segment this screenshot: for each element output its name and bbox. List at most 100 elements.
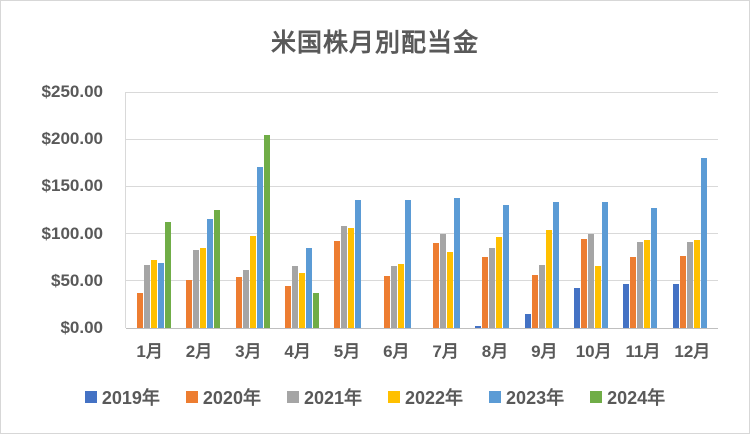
bar-group-month-10: [570, 92, 619, 328]
bar-2019年-8月: [475, 326, 482, 328]
gridline-50: [126, 280, 718, 282]
bar-2021年-4月: [292, 265, 299, 328]
y-tick-label-100: $100.00: [41, 223, 103, 243]
gridline-250: [126, 91, 718, 93]
bar-2023年-12月: [700, 158, 707, 328]
bar-group-month-2: [175, 92, 224, 328]
bar-2022年-4月: [299, 273, 306, 328]
bar-group-month-1: [126, 92, 175, 328]
legend-swatch-icon: [185, 391, 198, 403]
bar-2023年-7月: [454, 197, 461, 328]
x-axis-label-4月: 4月: [284, 342, 311, 361]
bar-2020年-11月: [630, 257, 637, 328]
plot-area: [125, 91, 718, 329]
bar-2019年-12月: [672, 283, 679, 328]
bar-2023年-8月: [503, 205, 510, 328]
bar-2021年-5月: [341, 226, 348, 328]
x-axis-label-1月: 1月: [136, 342, 163, 361]
legend-item-2021年: 2021年: [286, 384, 362, 410]
bar-2022年-5月: [348, 227, 355, 328]
legend-swatch-icon: [388, 391, 400, 403]
legend-item-2019年: 2019年: [84, 384, 160, 410]
legend-swatch-icon: [286, 391, 299, 403]
bar-group-month-5: [323, 92, 372, 328]
legend-item-2020年: 2020年: [185, 384, 261, 410]
bar-2023年-4月: [306, 247, 313, 328]
bar-2020年-12月: [679, 256, 686, 328]
bar-2023年-10月: [602, 202, 609, 328]
x-axis-label-6月: 6月: [383, 342, 410, 361]
bar-group-month-4: [274, 92, 323, 328]
x-axis-label-5月: 5月: [333, 342, 361, 361]
bar-2020年-2月: [186, 279, 193, 328]
y-tick-label-250: $250.00: [41, 82, 103, 101]
legend-label: 2020年: [202, 388, 261, 408]
bar-2020年-7月: [433, 243, 440, 328]
bar-2022年-1月: [151, 260, 158, 328]
bar-2022年-12月: [693, 240, 700, 328]
bar-2020年-1月: [137, 293, 144, 328]
bar-2023年-2月: [207, 219, 214, 328]
bar-2021年-11月: [637, 242, 644, 328]
x-axis-label-8月: 8月: [481, 342, 509, 361]
legend-label: 2024年: [607, 388, 666, 408]
x-axis-label-2月: 2月: [185, 342, 213, 361]
bar-2021年-2月: [193, 249, 200, 328]
bar-2022年-11月: [644, 240, 651, 328]
gridline-100: [126, 233, 718, 235]
bar-2020年-8月: [482, 257, 489, 328]
bar-2020年-9月: [531, 275, 538, 328]
bar-2023年-3月: [256, 166, 263, 328]
x-axis-label-7月: 7月: [432, 342, 459, 361]
bar-group-month-7: [422, 92, 471, 328]
bar-2022年-9月: [545, 229, 552, 328]
x-axis-label-11月: 11月: [625, 342, 661, 361]
bar-2022年-6月: [397, 263, 404, 328]
bar-group-month-3: [225, 92, 274, 328]
bar-2023年-6月: [404, 199, 411, 328]
bar-group-month-9: [521, 92, 570, 328]
legend-swatch-icon: [84, 391, 97, 403]
bar-2021年-6月: [390, 265, 397, 328]
chart-title: 米国株月別配当金: [270, 29, 479, 57]
bar-2022年-7月: [447, 252, 454, 328]
y-tick-label-50: $50.00: [51, 270, 103, 290]
bar-2020年-10月: [581, 239, 588, 328]
bar-group-month-8: [471, 92, 520, 328]
legend-swatch-icon: [489, 391, 502, 403]
legend-label: 2019年: [101, 388, 160, 408]
x-axis-label-10月: 10月: [575, 342, 612, 361]
bar-2019年-10月: [574, 288, 581, 328]
legend-label: 2022年: [405, 388, 464, 408]
bar-2023年-11月: [651, 208, 658, 328]
bar-2021年-10月: [588, 233, 595, 328]
legend-item-2024年: 2024年: [590, 384, 665, 410]
bar-2021年-9月: [538, 264, 545, 328]
bar-2021年-7月: [440, 233, 447, 328]
x-axis-label-9月: 9月: [531, 342, 558, 361]
y-tick-label-0: $0.00: [60, 318, 103, 337]
gridline-200: [126, 138, 718, 140]
bar-2021年-12月: [686, 242, 693, 328]
bar-2019年-11月: [623, 283, 630, 328]
bar-2022年-8月: [496, 237, 503, 328]
bar-2022年-2月: [200, 247, 207, 328]
y-tick-label-150: $150.00: [41, 176, 103, 196]
bar-2020年-6月: [383, 276, 390, 328]
x-axis-line: [126, 328, 718, 329]
bar-2023年-5月: [355, 199, 362, 328]
bar-2024年-4月: [313, 293, 320, 328]
bar-2023年-9月: [552, 202, 559, 328]
bar-2024年-3月: [263, 135, 270, 328]
bar-2024年-2月: [214, 210, 221, 328]
bar-2022年-3月: [249, 236, 256, 328]
legend-label: 2021年: [303, 388, 362, 408]
bar-2023年-1月: [158, 262, 165, 328]
y-tick-label-200: $200.00: [41, 129, 103, 149]
x-axis-label-3月: 3月: [235, 342, 262, 361]
gridline-150: [126, 185, 718, 187]
bar-2024年-1月: [165, 222, 172, 328]
bar-2020年-4月: [285, 286, 292, 328]
legend-label: 2023年: [506, 388, 565, 408]
